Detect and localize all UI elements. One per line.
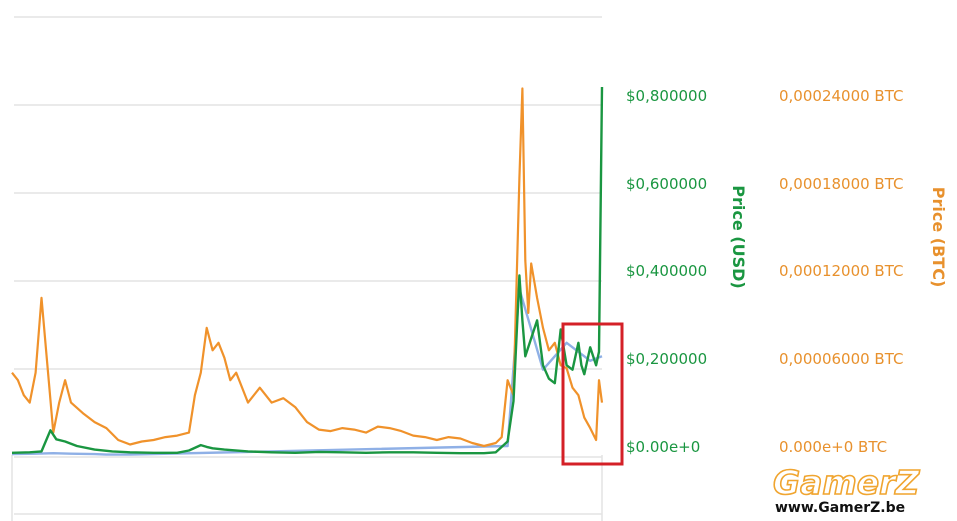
btc-tick-label: 0,00018000 BTC [779, 175, 903, 193]
usd-tick-label: $0,800000 [626, 87, 707, 105]
usd-tick-label: $0.00e+0 [626, 438, 700, 456]
watermark: GamerZ www.GamerZ.be [772, 462, 921, 516]
usd-tick-label: $0,600000 [626, 175, 707, 193]
series-line-price-btc [11, 87, 604, 448]
left-axis-ticks: $0,800000 $0,600000 $0,400000 $0,200000 … [626, 87, 707, 456]
watermark-url: www.GamerZ.be [775, 500, 905, 516]
series-line-market-cap [11, 287, 603, 456]
btc-tick-label: 0,00006000 BTC [779, 350, 903, 368]
series-layer [11, 86, 604, 456]
grid-lines [11, 16, 603, 521]
btc-tick-label: 0,00024000 BTC [779, 87, 903, 105]
highlight-box [561, 322, 624, 466]
usd-axis-title: Price (USD) [729, 185, 748, 288]
right-axis-ticks: 0,00024000 BTC 0,00018000 BTC 0,00012000… [779, 87, 903, 456]
usd-tick-label: $0,200000 [626, 350, 707, 368]
btc-tick-label: 0,00012000 BTC [779, 262, 903, 280]
watermark-title: GamerZ [773, 463, 920, 502]
usd-tick-label: $0,400000 [626, 262, 707, 280]
btc-axis-title: Price (BTC) [929, 187, 948, 287]
series-line-price-usd [11, 86, 604, 455]
btc-tick-label: 0.000e+0 BTC [779, 438, 887, 456]
